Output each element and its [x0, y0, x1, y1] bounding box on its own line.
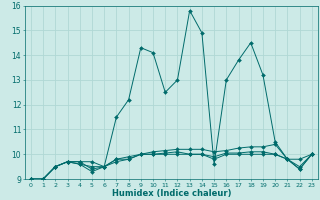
- X-axis label: Humidex (Indice chaleur): Humidex (Indice chaleur): [112, 189, 231, 198]
